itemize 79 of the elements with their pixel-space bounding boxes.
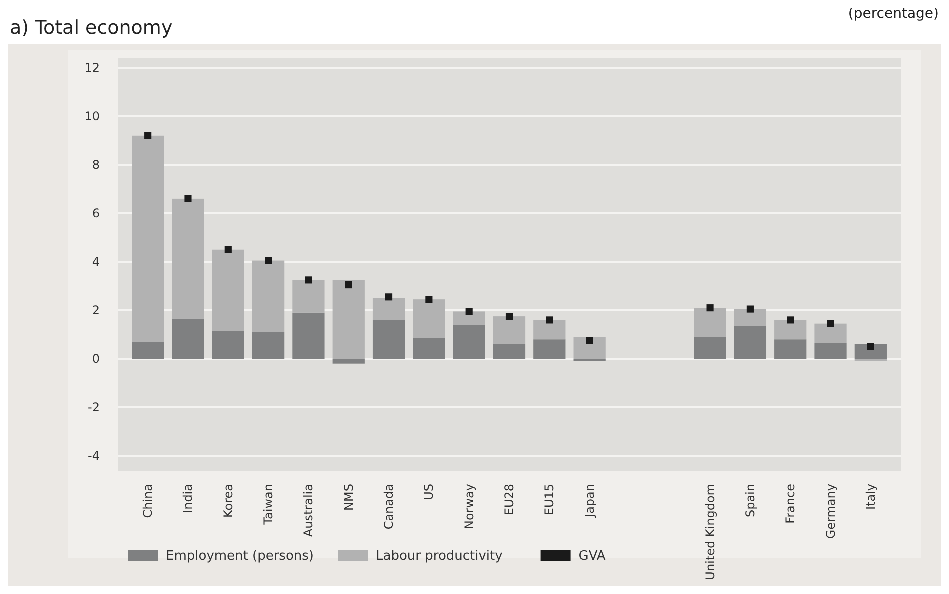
x-tick-label: Norway xyxy=(462,484,476,530)
bar xyxy=(493,344,526,359)
point xyxy=(867,343,874,350)
x-tick-label: EU28 xyxy=(502,484,516,516)
point xyxy=(546,316,554,324)
y-tick-label: 8 xyxy=(92,158,100,172)
y-tick-label: 6 xyxy=(92,206,100,220)
point xyxy=(345,282,352,289)
y-tick-label: 10 xyxy=(84,110,100,124)
bar xyxy=(372,298,406,320)
bar xyxy=(854,344,887,359)
bar xyxy=(774,320,807,340)
y-tick-label: -2 xyxy=(88,400,100,414)
bar xyxy=(814,324,847,344)
point xyxy=(827,320,834,328)
bar xyxy=(774,340,807,359)
bar xyxy=(694,308,726,338)
x-tick-label: US xyxy=(422,484,436,500)
bar xyxy=(172,198,204,319)
point xyxy=(426,296,433,304)
point xyxy=(305,276,312,284)
x-tick-label: United Kingdom xyxy=(703,484,718,580)
bar xyxy=(413,300,446,338)
bar xyxy=(453,312,486,326)
bar xyxy=(212,331,244,359)
x-tick-label: India xyxy=(181,484,196,514)
point xyxy=(746,306,754,313)
bar xyxy=(212,250,244,332)
bar xyxy=(132,136,164,342)
bar xyxy=(332,359,365,364)
point xyxy=(586,337,594,344)
point xyxy=(385,294,393,301)
bar xyxy=(332,280,365,359)
bar xyxy=(453,325,486,359)
point xyxy=(466,308,473,316)
x-tick-label: Canada xyxy=(382,484,396,530)
point xyxy=(706,304,714,312)
bar xyxy=(292,280,325,313)
x-tick-label: Germany xyxy=(824,484,838,540)
y-tick-label: 0 xyxy=(92,352,100,366)
x-tick-label: France xyxy=(784,484,798,524)
bar xyxy=(534,320,566,340)
x-tick-label: Korea xyxy=(221,484,236,518)
y-tick-label: -4 xyxy=(88,449,100,463)
legend-label: Employment (persons) xyxy=(166,549,314,564)
x-tick-label: Japan xyxy=(582,484,597,518)
bar xyxy=(734,326,767,359)
bar xyxy=(252,332,285,359)
bar xyxy=(534,340,566,359)
x-tick-label: Italy xyxy=(864,484,878,510)
legend-label: GVA xyxy=(578,549,606,564)
point xyxy=(224,246,232,254)
y-tick-label: 4 xyxy=(92,255,100,269)
x-tick-label: NMS xyxy=(342,484,356,511)
x-tick-label: China xyxy=(141,484,156,518)
bar xyxy=(252,260,285,332)
x-tick-label: Australia xyxy=(302,484,316,538)
point xyxy=(144,132,152,140)
bar xyxy=(574,337,606,359)
bar xyxy=(814,343,847,359)
bar xyxy=(734,309,767,326)
legend-label: Labour productivity xyxy=(376,549,504,564)
y-tick-label: 12 xyxy=(84,61,100,75)
x-tick-label: EU15 xyxy=(542,484,557,516)
x-tick-label: Taiwan xyxy=(262,484,276,526)
bar xyxy=(372,320,406,359)
point xyxy=(787,316,794,324)
bar xyxy=(292,312,325,359)
bar xyxy=(694,337,726,359)
x-tick-label: Spain xyxy=(743,484,758,518)
bar xyxy=(172,318,204,359)
bar xyxy=(413,338,446,359)
bar xyxy=(493,316,526,344)
y-tick-label: 2 xyxy=(92,304,100,318)
chart-title: a) Total economy xyxy=(10,17,173,39)
point xyxy=(184,195,192,202)
point xyxy=(265,257,272,264)
bar xyxy=(132,342,164,359)
point xyxy=(506,313,514,320)
